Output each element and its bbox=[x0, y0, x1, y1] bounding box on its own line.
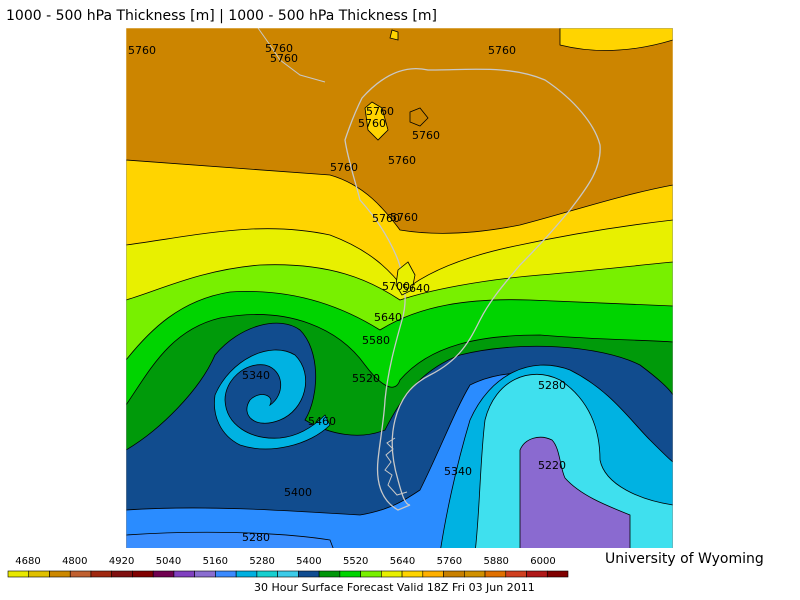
contour-label: 5340 bbox=[242, 369, 270, 382]
contour-label: 5580 bbox=[362, 334, 390, 347]
color-swatch bbox=[526, 570, 548, 578]
contour-label: 5280 bbox=[538, 379, 566, 392]
contour-label: 5760 bbox=[270, 52, 298, 65]
color-swatch bbox=[69, 570, 92, 578]
contour-label: 5220 bbox=[538, 459, 566, 472]
contour-label: 5340 bbox=[444, 465, 472, 478]
thickness-map: 5760 5760 5760 5760 5760 5760 5760 5760 … bbox=[125, 27, 674, 548]
contour-label: 5760 bbox=[372, 212, 400, 225]
color-swatch bbox=[484, 570, 507, 578]
color-swatch bbox=[111, 570, 133, 578]
color-swatch bbox=[277, 570, 299, 578]
forecast-caption: 30 Hour Surface Forecast Valid 18Z Fri 0… bbox=[254, 581, 535, 594]
color-swatch bbox=[463, 570, 486, 578]
color-swatch bbox=[256, 570, 278, 578]
scale-tick-label: 4800 bbox=[62, 556, 87, 567]
contour-label: 5760 bbox=[390, 211, 418, 224]
scale-tick-label: 5160 bbox=[203, 556, 228, 567]
color-swatch bbox=[422, 570, 444, 578]
contour-label: 5760 bbox=[128, 44, 156, 57]
contour-label: 5520 bbox=[352, 372, 380, 385]
color-swatch bbox=[298, 570, 320, 578]
color-swatch bbox=[401, 570, 424, 578]
scale-tick-label: 5880 bbox=[483, 556, 508, 567]
color-swatch bbox=[381, 570, 403, 578]
contour-label: 5400 bbox=[284, 486, 312, 499]
color-swatch bbox=[194, 570, 216, 578]
contour-label: 5760 bbox=[265, 42, 293, 55]
color-swatch bbox=[7, 570, 30, 578]
contour-label: 5460 bbox=[308, 415, 336, 428]
color-swatch bbox=[28, 570, 50, 578]
contour-label: 5760 bbox=[330, 161, 358, 174]
credit-label: University of Wyoming bbox=[605, 551, 764, 567]
contour-label: 5760 bbox=[488, 44, 516, 57]
contour-label: 5640 bbox=[374, 311, 402, 324]
contour-label: 5760 bbox=[388, 154, 416, 167]
scale-tick-label: 5040 bbox=[156, 556, 181, 567]
scale-tick-label: 5640 bbox=[390, 556, 415, 567]
scale-tick-label: 5400 bbox=[296, 556, 321, 567]
contour-label: 5760 bbox=[366, 105, 394, 118]
contour-label: 5700 bbox=[382, 280, 410, 293]
contour-label: 5760 bbox=[358, 117, 386, 130]
scale-tick-label: 5760 bbox=[437, 556, 462, 567]
color-swatch bbox=[215, 570, 237, 578]
color-scale: 4680 4800 4920 5040 5160 5280 5400 5520 5640 5760… bbox=[7, 556, 569, 578]
color-swatch bbox=[235, 570, 258, 578]
contour-label: 5280 bbox=[242, 531, 270, 544]
color-swatch bbox=[152, 570, 175, 578]
scale-tick-label: 5280 bbox=[249, 556, 274, 567]
color-swatch bbox=[173, 570, 195, 578]
thickness-band-5220 bbox=[519, 436, 631, 548]
color-swatch bbox=[505, 570, 527, 578]
map-title: 1000 - 500 hPa Thickness [m] | 1000 - 50… bbox=[6, 8, 437, 24]
color-swatch bbox=[360, 570, 382, 578]
contour-label: 5760 bbox=[412, 129, 440, 142]
scale-tick-label: 4680 bbox=[15, 556, 40, 567]
continent-outline bbox=[344, 68, 601, 511]
color-swatch bbox=[132, 570, 154, 578]
color-swatch bbox=[546, 570, 569, 578]
contour-label: 5640 bbox=[402, 282, 430, 295]
color-swatch bbox=[90, 570, 112, 578]
scale-tick-label: 4920 bbox=[109, 556, 134, 567]
scale-tick-label: 5520 bbox=[343, 556, 368, 567]
color-swatch bbox=[443, 570, 465, 578]
thickness-swirl-5340 bbox=[214, 349, 331, 450]
color-swatch bbox=[339, 570, 361, 578]
scale-tick-label: 6000 bbox=[530, 556, 555, 567]
color-swatch bbox=[49, 570, 71, 578]
color-swatch bbox=[318, 570, 341, 578]
